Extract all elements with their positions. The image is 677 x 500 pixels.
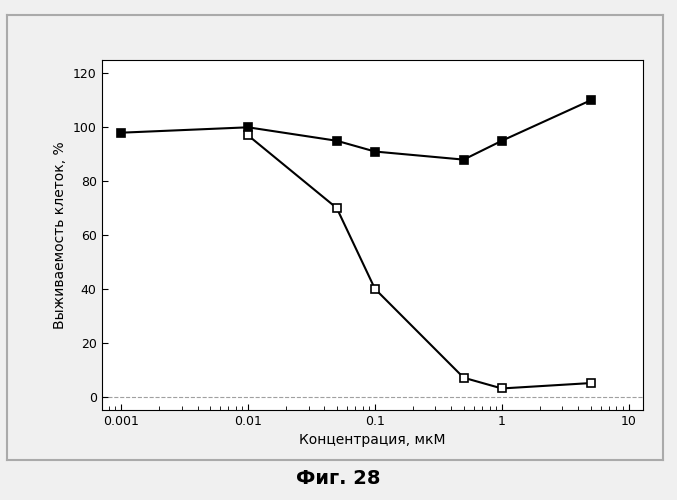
Y-axis label: Выживаемость клеток, %: Выживаемость клеток, % <box>53 141 67 329</box>
Text: Фиг. 28: Фиг. 28 <box>297 468 380 487</box>
X-axis label: Концентрация, мкМ: Концентрация, мкМ <box>299 434 445 448</box>
